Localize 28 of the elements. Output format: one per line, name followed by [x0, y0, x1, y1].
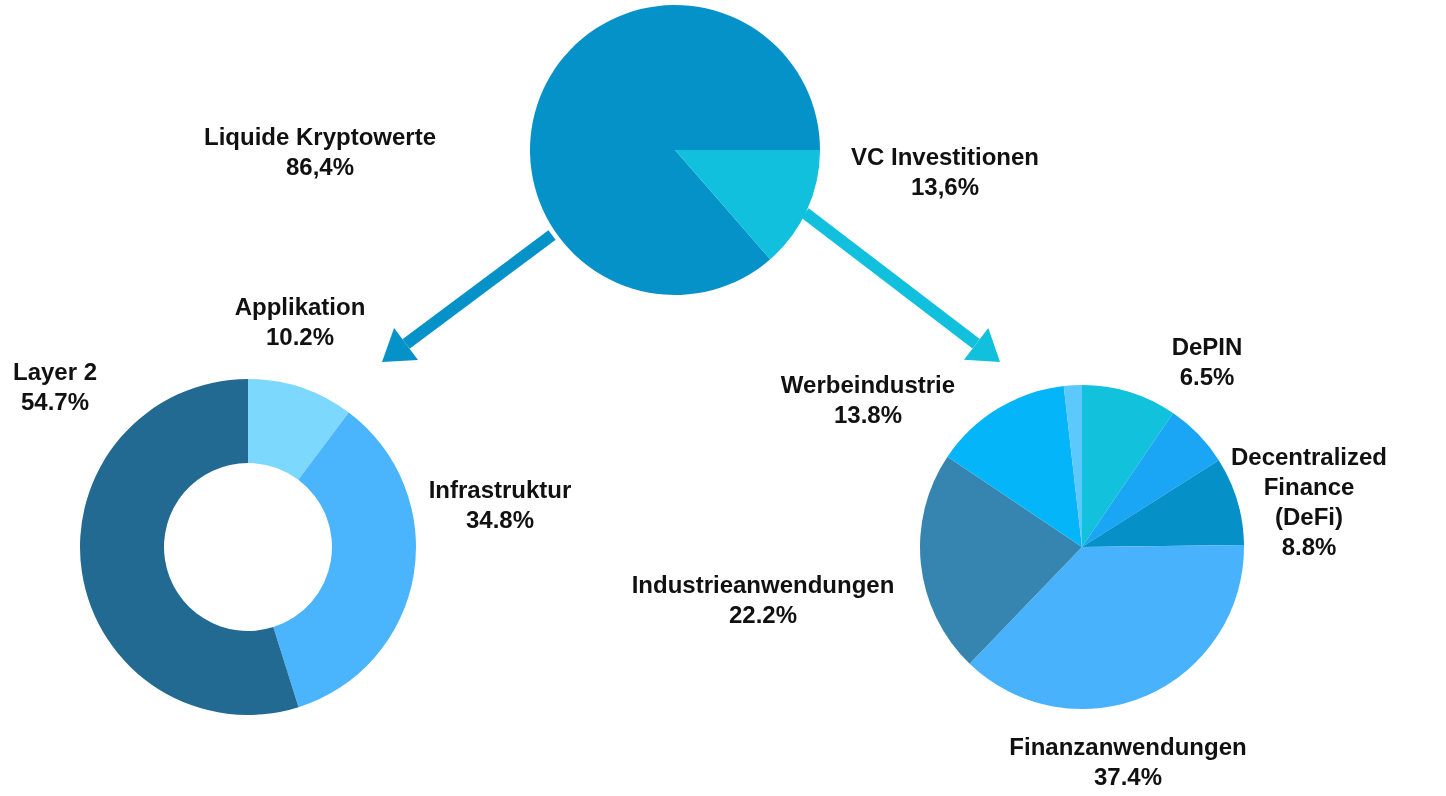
data-label: 37.4% [1093, 763, 1163, 790]
data-label: 10.2% [265, 323, 335, 350]
slice-label: Applikation [234, 293, 366, 320]
pie-slice [1082, 385, 1174, 547]
donut-slice [273, 412, 416, 708]
data-label: 34.8% [465, 506, 535, 533]
slice-label: Industrieanwendungen [631, 571, 895, 598]
donut-slice [248, 379, 349, 480]
data-label: 6.5% [1179, 363, 1235, 390]
slice-label: Decentralized Finance (DeFi) [1230, 443, 1388, 530]
pie-slice [969, 544, 1244, 709]
slice-label: Liquide Kryptowerte [203, 123, 437, 150]
slice-label: Layer 2 [12, 358, 98, 385]
slice-label: DePIN [1171, 333, 1243, 360]
slice-label: Infrastruktur [428, 476, 572, 503]
slice-label: VC Investitionen [850, 143, 1040, 170]
data-label: 8.8% [1281, 533, 1337, 560]
pie-slice [530, 5, 820, 295]
data-label: 54.7% [20, 388, 90, 415]
slice-label: Werbeindustrie [780, 371, 956, 398]
pie-slice [675, 150, 820, 260]
data-label: 13.8% [833, 401, 903, 428]
pie-slice [920, 456, 1082, 664]
data-label: 22.2% [728, 601, 798, 628]
pie-slice [1082, 413, 1219, 547]
slice-label: Finanzanwendungen [1009, 733, 1247, 760]
data-label: 86,4% [285, 153, 355, 180]
data-label: 13,6% [910, 173, 980, 200]
